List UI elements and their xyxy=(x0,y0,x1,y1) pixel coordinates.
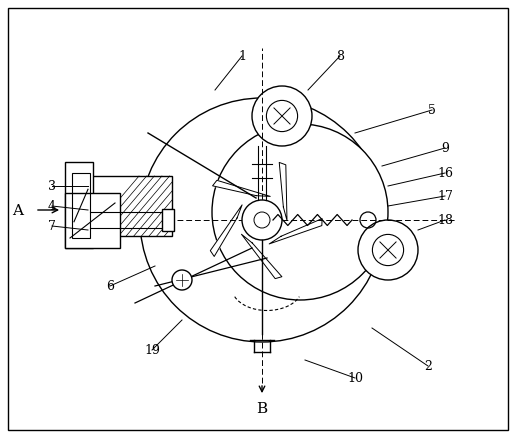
Text: 2: 2 xyxy=(424,360,432,373)
Text: A: A xyxy=(12,204,23,218)
Text: B: B xyxy=(256,401,268,415)
Circle shape xyxy=(254,212,270,229)
Bar xyxy=(88,177,172,237)
Circle shape xyxy=(252,87,312,147)
Text: 1: 1 xyxy=(238,50,246,64)
Text: 4: 4 xyxy=(48,200,56,213)
Circle shape xyxy=(242,201,282,240)
Text: 8: 8 xyxy=(336,50,344,64)
Bar xyxy=(65,162,93,248)
Polygon shape xyxy=(269,219,322,244)
Text: 6: 6 xyxy=(106,280,114,293)
Bar xyxy=(65,194,120,248)
Bar xyxy=(72,173,90,238)
Text: 3: 3 xyxy=(48,180,56,193)
Polygon shape xyxy=(279,163,287,221)
Text: 10: 10 xyxy=(347,372,363,385)
Circle shape xyxy=(212,125,388,300)
Polygon shape xyxy=(210,205,242,257)
Text: 18: 18 xyxy=(437,214,453,227)
Text: 17: 17 xyxy=(437,190,453,203)
Text: 5: 5 xyxy=(428,104,436,117)
Text: 9: 9 xyxy=(441,142,449,155)
Polygon shape xyxy=(241,235,282,279)
Text: 19: 19 xyxy=(144,344,160,357)
Bar xyxy=(162,209,174,231)
Circle shape xyxy=(140,99,384,342)
Text: 7: 7 xyxy=(48,220,56,233)
Polygon shape xyxy=(212,181,270,197)
Text: 16: 16 xyxy=(437,167,453,180)
Circle shape xyxy=(358,220,418,280)
Circle shape xyxy=(172,270,192,290)
